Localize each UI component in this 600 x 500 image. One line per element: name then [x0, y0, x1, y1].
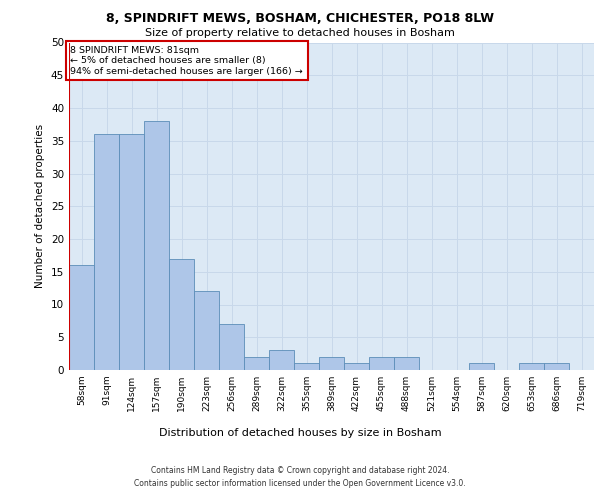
Text: 8, SPINDRIFT MEWS, BOSHAM, CHICHESTER, PO18 8LW: 8, SPINDRIFT MEWS, BOSHAM, CHICHESTER, P… — [106, 12, 494, 26]
Text: 8 SPINDRIFT MEWS: 81sqm
← 5% of detached houses are smaller (8)
94% of semi-deta: 8 SPINDRIFT MEWS: 81sqm ← 5% of detached… — [70, 46, 303, 76]
Bar — [469, 364, 494, 370]
Bar — [394, 357, 419, 370]
Text: Contains HM Land Registry data © Crown copyright and database right 2024.
Contai: Contains HM Land Registry data © Crown c… — [134, 466, 466, 487]
Bar — [344, 364, 369, 370]
Bar — [294, 364, 319, 370]
Bar — [144, 121, 169, 370]
Text: Size of property relative to detached houses in Bosham: Size of property relative to detached ho… — [145, 28, 455, 38]
Bar — [169, 258, 194, 370]
Bar — [194, 292, 219, 370]
Y-axis label: Number of detached properties: Number of detached properties — [35, 124, 46, 288]
Bar — [269, 350, 294, 370]
Bar — [244, 357, 269, 370]
Bar — [519, 364, 544, 370]
Text: Distribution of detached houses by size in Bosham: Distribution of detached houses by size … — [158, 428, 442, 438]
Bar — [319, 357, 344, 370]
Bar — [544, 364, 569, 370]
Bar — [119, 134, 144, 370]
Bar — [69, 265, 94, 370]
Bar — [369, 357, 394, 370]
Bar — [94, 134, 119, 370]
Bar — [219, 324, 244, 370]
